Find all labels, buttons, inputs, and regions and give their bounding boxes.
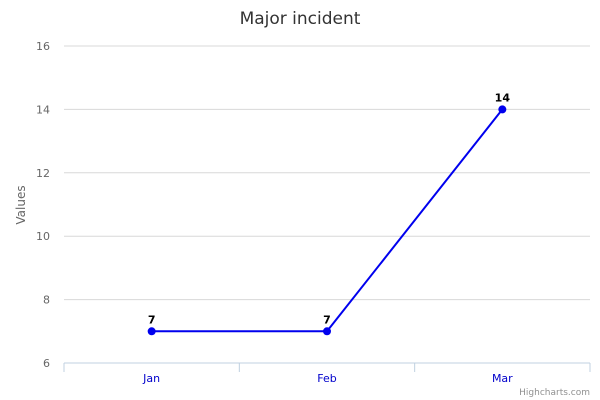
data-label: 7: [323, 313, 331, 326]
x-tick-label: Feb: [317, 372, 336, 385]
series-layer: [147, 105, 507, 336]
data-point-marker[interactable]: [323, 327, 331, 336]
chart-title: Major incident: [240, 9, 361, 29]
credits-link[interactable]: Highcharts.com: [519, 388, 590, 398]
series-line: [151, 108, 504, 333]
x-tick-label: Jan: [142, 372, 160, 385]
data-label: 7: [148, 313, 156, 326]
grid-lines: [64, 45, 590, 301]
y-tick-label: 12: [36, 167, 50, 180]
data-point-marker[interactable]: [498, 105, 507, 114]
data-point-marker[interactable]: [147, 327, 156, 336]
data-labels: 7 7 14: [148, 91, 510, 326]
x-axis: Jan Feb Mar: [63, 362, 591, 385]
data-label: 14: [495, 91, 511, 104]
y-axis-title: Values: [14, 185, 28, 224]
y-tick-label: 16: [36, 40, 50, 53]
y-axis-tick-labels: 6 8 10 12 14 16: [36, 40, 50, 370]
y-tick-label: 8: [43, 294, 50, 307]
y-tick-label: 6: [43, 357, 50, 370]
y-tick-label: 14: [36, 103, 50, 116]
y-tick-label: 10: [36, 230, 50, 243]
x-tick-label: Mar: [492, 372, 513, 385]
